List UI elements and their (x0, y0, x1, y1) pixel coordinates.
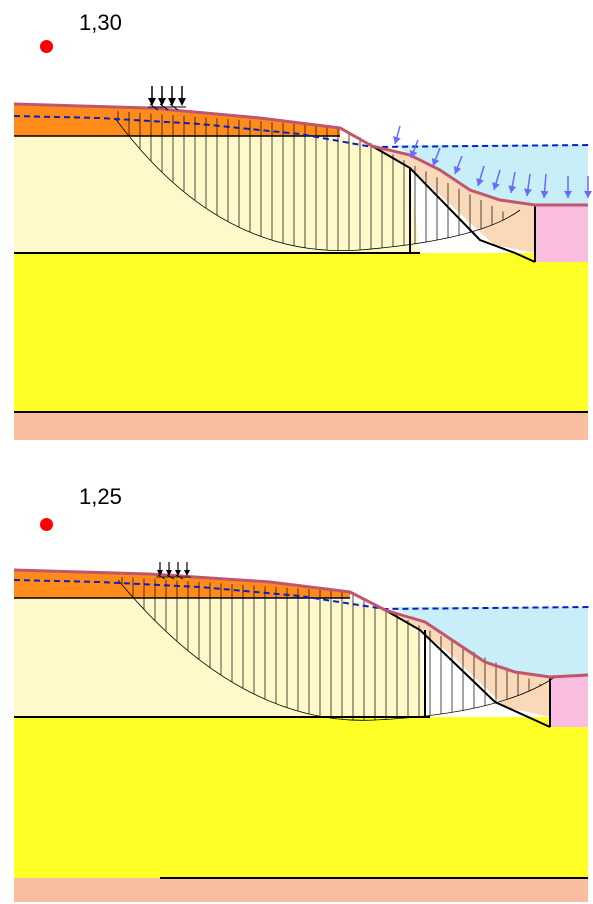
pressure-arrow-head (476, 178, 484, 186)
lower-soil-layer (14, 717, 588, 878)
pressure-arrow-icon (393, 125, 592, 199)
pressure-arrow-head (453, 166, 462, 174)
critical-point-icon (40, 40, 53, 53)
critical-point-icon (40, 518, 53, 531)
factor-of-safety-label: 1,30 (79, 10, 122, 35)
soil-layers (14, 570, 588, 902)
load-arrows-icon (148, 86, 186, 111)
base-layer (14, 878, 588, 902)
pressure-arrow-head (523, 188, 532, 196)
slip-slices (121, 577, 541, 721)
slope-section-panel-1: 1,30 (0, 0, 593, 440)
fill-layer (14, 104, 340, 136)
slip-surface (114, 117, 521, 252)
slope-fill-layer (385, 610, 550, 717)
water-body (390, 607, 588, 677)
upper-soil-layer (14, 598, 425, 717)
pressure-arrow-head (564, 191, 572, 198)
slope-cross-section (13, 86, 592, 440)
slip-slices (117, 111, 504, 251)
factor-of-safety-label: 1,25 (79, 484, 122, 509)
water-body (395, 145, 588, 205)
slope-cross-section (13, 562, 591, 902)
terrain-surface (13, 102, 588, 207)
pressure-arrow-head (584, 191, 592, 198)
structure-block (535, 204, 588, 262)
terrain-surface (13, 568, 589, 679)
lower-soil-layer (14, 253, 588, 412)
slope-section-panel-2: 1,25 (0, 462, 593, 902)
pressure-arrow-head (492, 182, 500, 190)
load-arrows-icon (156, 562, 191, 580)
fill-layer (14, 570, 350, 598)
soil-layers (14, 104, 588, 440)
structure-block (550, 675, 588, 727)
pressure-arrow-head (409, 150, 418, 158)
slip-surface (117, 579, 556, 721)
pressure-arrow-head (508, 185, 517, 193)
pressure-arrow-head (431, 158, 440, 166)
water-table-line (13, 115, 591, 149)
pressure-arrow-head (393, 136, 401, 144)
pressure-arrow-head (540, 190, 549, 198)
slope-fill-layer (372, 146, 535, 253)
base-layer (14, 412, 588, 440)
water-table-line (13, 579, 591, 611)
